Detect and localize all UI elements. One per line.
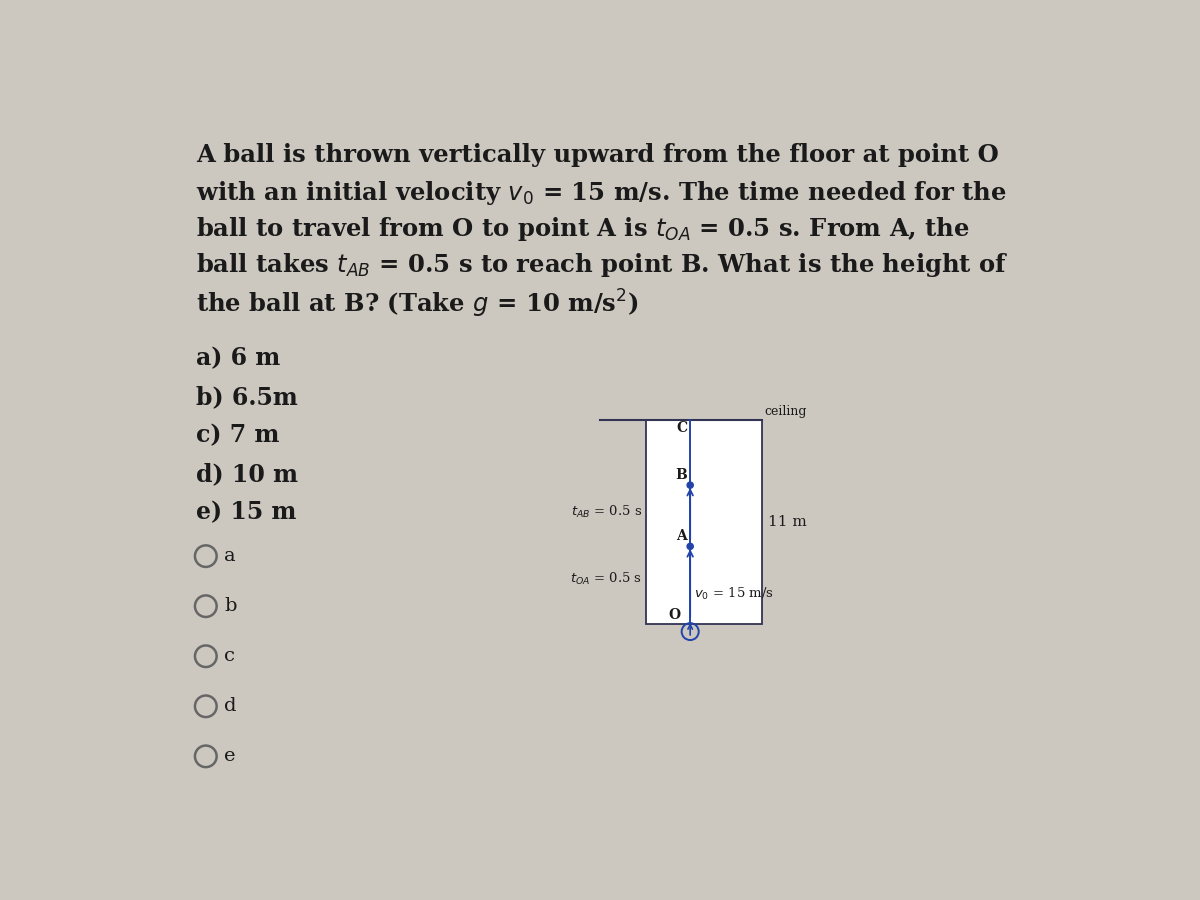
Text: A ball is thrown vertically upward from the floor at point O: A ball is thrown vertically upward from … xyxy=(197,142,1000,166)
Text: a: a xyxy=(224,547,236,565)
Text: $t_{OA}$ = 0.5 s: $t_{OA}$ = 0.5 s xyxy=(570,571,642,587)
Circle shape xyxy=(688,544,694,549)
Text: c) 7 m: c) 7 m xyxy=(197,424,280,447)
Text: ceiling: ceiling xyxy=(764,404,808,418)
Text: A: A xyxy=(677,529,688,544)
Bar xyxy=(646,419,762,624)
Text: e) 15 m: e) 15 m xyxy=(197,500,296,525)
Text: 11 m: 11 m xyxy=(768,515,808,529)
Text: C: C xyxy=(676,421,688,436)
Text: b: b xyxy=(224,598,236,616)
Text: d) 10 m: d) 10 m xyxy=(197,463,299,486)
Text: a) 6 m: a) 6 m xyxy=(197,346,281,371)
Text: B: B xyxy=(676,468,688,482)
Text: c: c xyxy=(224,647,235,665)
Text: $v_0$ = 15 m/s: $v_0$ = 15 m/s xyxy=(694,586,774,602)
Text: ball to travel from O to point A is $t_{OA}$ = 0.5 s. From A, the: ball to travel from O to point A is $t_{… xyxy=(197,215,971,243)
Text: d: d xyxy=(224,698,236,716)
Text: $t_{AB}$ = 0.5 s: $t_{AB}$ = 0.5 s xyxy=(571,504,642,520)
Circle shape xyxy=(688,482,694,488)
Text: O: O xyxy=(668,608,680,623)
Text: b) 6.5m: b) 6.5m xyxy=(197,385,299,410)
Text: the ball at B? (Take $g$ = 10 m/s$^2$): the ball at B? (Take $g$ = 10 m/s$^2$) xyxy=(197,287,638,320)
Text: ball takes $t_{AB}$ = 0.5 s to reach point B. What is the height of: ball takes $t_{AB}$ = 0.5 s to reach poi… xyxy=(197,251,1009,279)
Text: with an initial velocity $v_0$ = 15 m/s. The time needed for the: with an initial velocity $v_0$ = 15 m/s.… xyxy=(197,179,1007,207)
Text: e: e xyxy=(224,747,236,765)
